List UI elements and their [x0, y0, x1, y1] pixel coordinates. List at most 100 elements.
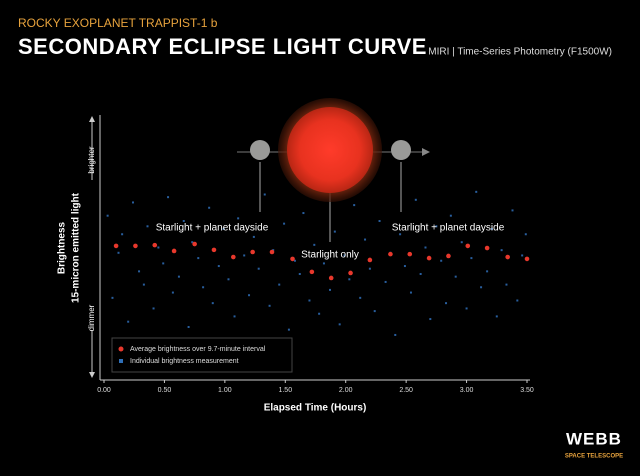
average-point — [367, 257, 373, 263]
measurement-point — [445, 302, 448, 305]
measurement-point — [399, 233, 402, 236]
measurement-point — [202, 286, 205, 289]
average-point — [269, 249, 275, 255]
measurement-point — [480, 286, 483, 289]
measurement-point — [121, 233, 124, 236]
x-tick-label: 0.50 — [158, 387, 172, 394]
average-point — [388, 251, 393, 257]
x-axis-label: Elapsed Time (Hours) — [264, 403, 367, 414]
measurement-point — [106, 214, 109, 217]
measurement-point — [322, 262, 325, 265]
measurement-point — [308, 299, 311, 302]
measurement-point — [348, 278, 351, 281]
planet — [391, 140, 411, 160]
measurement-point — [191, 241, 194, 244]
measurement-point — [409, 291, 412, 294]
measurement-point — [449, 214, 452, 217]
average-point — [505, 254, 510, 260]
x-tick-label: 1.50 — [278, 387, 292, 394]
measurement-point — [486, 270, 489, 273]
y-bottom-label: dimmer — [87, 304, 96, 331]
measurement-point — [424, 246, 427, 249]
measurement-point — [500, 249, 503, 252]
annotation: Starlight + planet dayside — [156, 223, 269, 234]
average-point — [192, 241, 197, 247]
measurement-point — [177, 275, 180, 278]
average-point — [211, 247, 217, 253]
measurement-point — [435, 225, 438, 228]
annotation: Starlight + planet dayside — [392, 223, 505, 234]
y-axis-label: Brightness — [57, 221, 68, 274]
measurement-point — [117, 251, 120, 254]
average-point — [152, 242, 158, 248]
measurement-point — [429, 318, 432, 321]
measurement-point — [353, 204, 356, 207]
chart-subtitle: ROCKY EXOPLANET TRAPPIST-1 b — [18, 16, 218, 30]
measurement-point — [378, 220, 381, 222]
measurement-point — [394, 333, 397, 336]
measurement-point — [217, 265, 220, 268]
measurement-point — [516, 299, 519, 302]
measurement-point — [268, 304, 271, 307]
measurement-point — [222, 227, 225, 230]
measurement-point — [257, 267, 260, 270]
measurement-point — [287, 328, 290, 331]
measurement-point — [511, 209, 514, 212]
measurement-point — [403, 265, 406, 268]
measurement-point — [414, 198, 417, 201]
average-point — [484, 245, 490, 251]
arrow-head — [89, 372, 95, 378]
measurement-point — [146, 225, 149, 228]
average-point — [328, 275, 334, 281]
measurement-point — [419, 273, 422, 275]
measurement-point — [465, 307, 468, 310]
measurement-point — [127, 320, 130, 323]
average-point — [133, 243, 138, 249]
y-top-label: brighter — [87, 146, 96, 173]
measurement-point — [524, 233, 527, 236]
brand-tagline: SPACE TELESCOPE — [565, 454, 623, 460]
measurement-point — [318, 312, 321, 315]
measurement-point — [338, 323, 341, 326]
measurement-point — [162, 262, 165, 265]
measurement-point — [359, 296, 362, 299]
average-point — [524, 256, 530, 262]
measurement-point — [237, 217, 240, 220]
measurement-point — [227, 278, 230, 281]
legend-swatch — [118, 346, 124, 352]
measurement-point — [505, 283, 508, 286]
x-tick-label: 3.50 — [520, 387, 534, 394]
legend-label: Individual brightness measurement — [130, 358, 239, 365]
measurement-point — [157, 246, 160, 249]
measurement-point — [373, 310, 376, 313]
measurement-point — [440, 259, 443, 262]
measurement-point — [187, 326, 190, 328]
measurement-point — [298, 273, 301, 275]
measurement-point — [313, 243, 316, 246]
legend-box — [111, 337, 293, 373]
x-tick-label: 3.00 — [460, 387, 474, 394]
star — [287, 107, 373, 193]
average-point — [465, 243, 471, 249]
measurement-point — [278, 283, 281, 286]
arrow-head — [89, 116, 95, 122]
measurement-point — [233, 315, 236, 318]
measurement-point — [495, 315, 498, 318]
average-point — [446, 253, 451, 259]
x-tick-label: 2.00 — [339, 387, 353, 394]
measurement-point — [333, 230, 336, 233]
legend-label: Average brightness over 9.7-minute inter… — [130, 346, 266, 353]
measurement-point — [329, 288, 332, 291]
average-point — [290, 256, 295, 262]
measurement-point — [343, 254, 346, 257]
measurement-point — [384, 280, 387, 283]
x-tick-label: 1.00 — [218, 387, 232, 394]
measurement-point — [454, 275, 457, 278]
measurement-point — [302, 212, 305, 215]
measurement-point — [142, 283, 145, 286]
measurement-point — [167, 196, 170, 199]
measurement-point — [470, 257, 473, 260]
measurement-point — [283, 222, 286, 225]
